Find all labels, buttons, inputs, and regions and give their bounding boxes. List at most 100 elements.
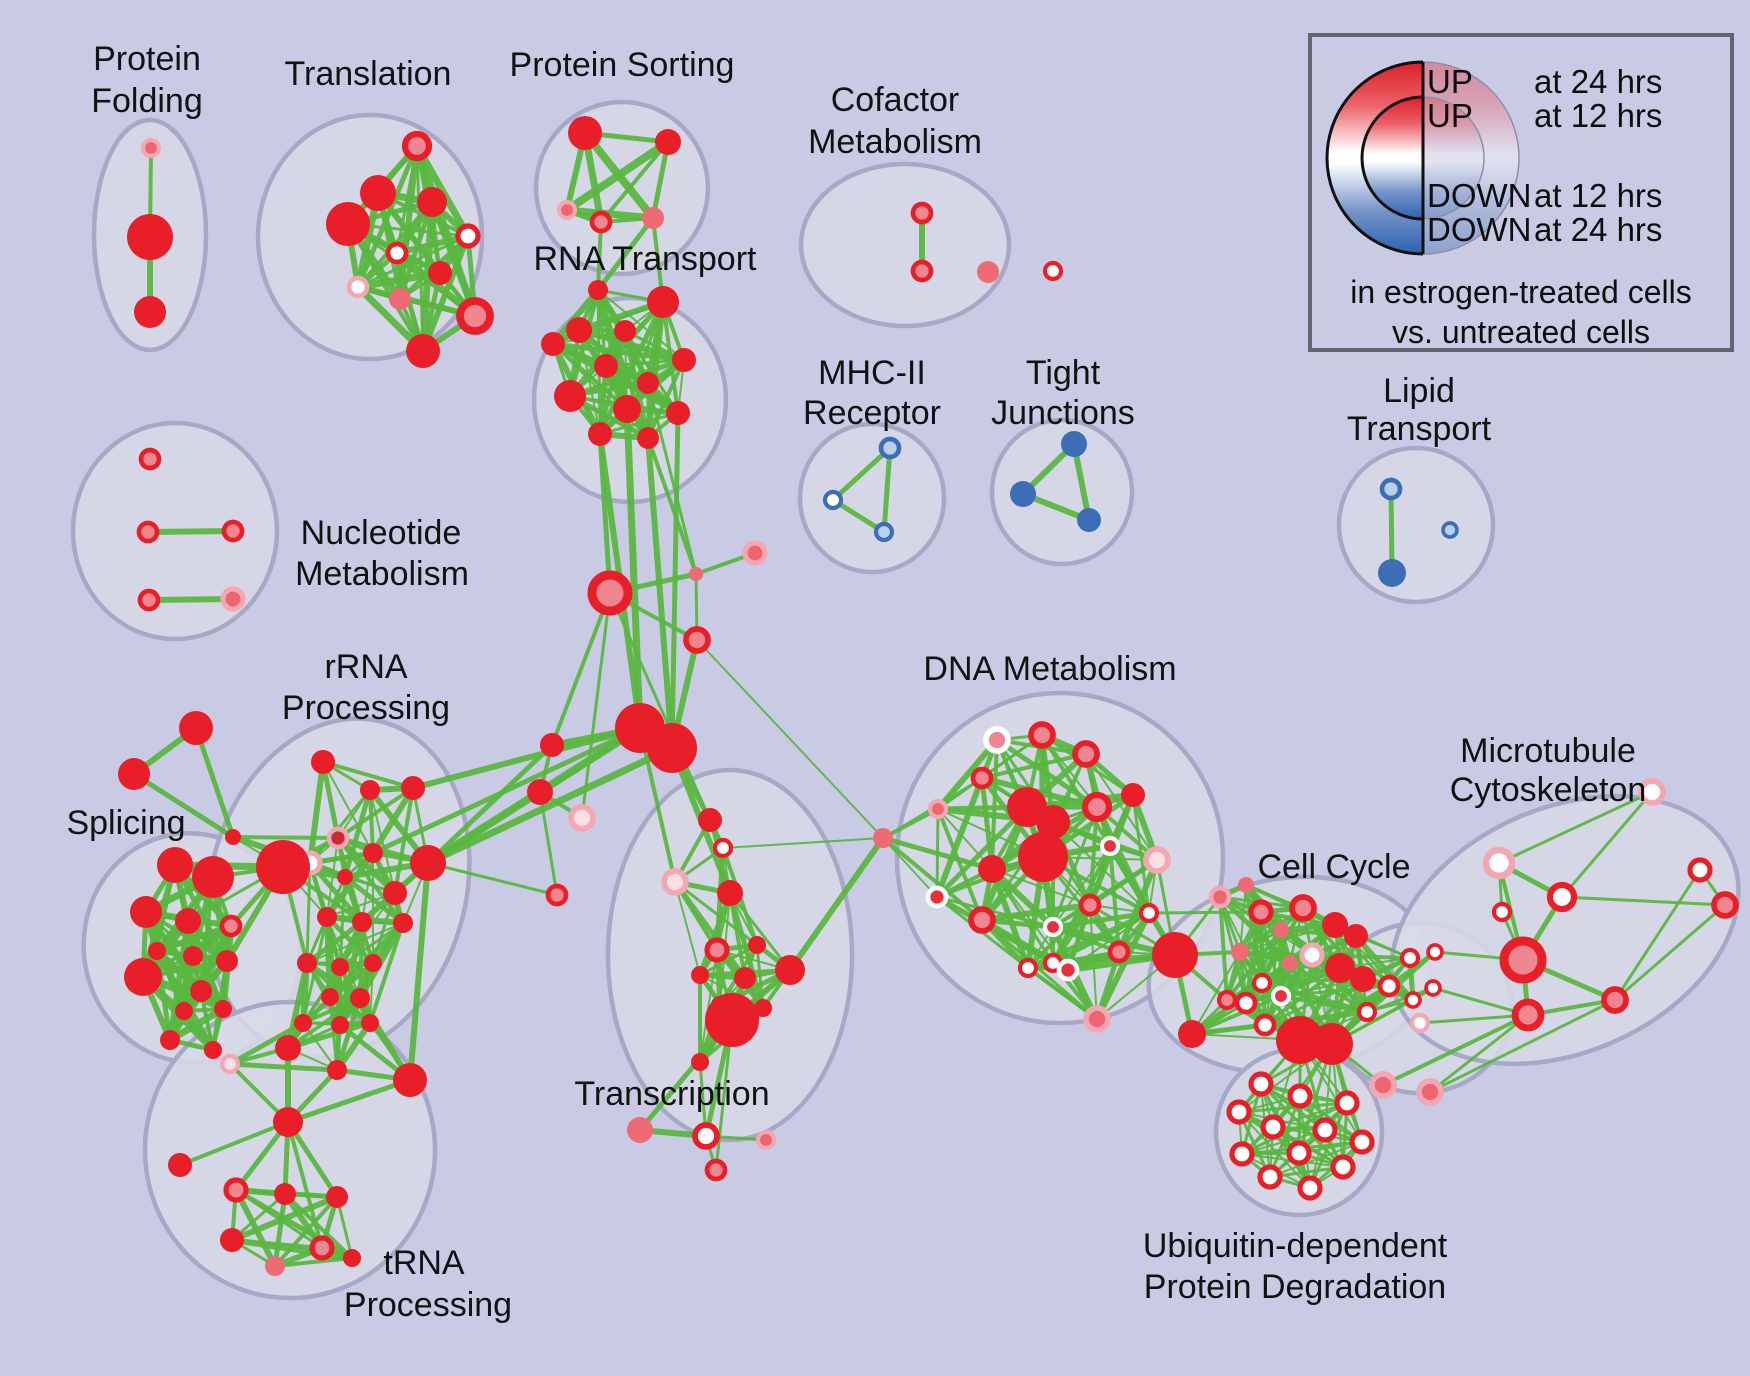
node-rn5 — [672, 348, 696, 372]
edge-cc5-cc7 — [1239, 924, 1336, 953]
edge-dm18-dm14 — [980, 918, 1099, 1021]
node-rn8 — [554, 380, 586, 412]
edge-dm12-dm15 — [989, 866, 1056, 930]
edge-dm12-dmc — [880, 835, 995, 872]
edge-bb7-rr7 — [426, 790, 542, 865]
node-ps4 — [642, 207, 664, 229]
node-tj2 — [1077, 508, 1101, 532]
node-rr12 — [256, 840, 310, 894]
node-tx8 — [775, 955, 805, 985]
edge-br4-mt6 — [1418, 1013, 1530, 1025]
edge-mh0-mh1 — [830, 445, 893, 503]
cluster-label-protein-sorting-0: Protein Sorting — [510, 46, 735, 84]
node-mh1 — [822, 489, 844, 511]
edge-bb2-tx0 — [608, 591, 712, 822]
edge-ps3-rn0 — [596, 220, 603, 292]
edge-ti3-tn0 — [285, 1077, 413, 1125]
edge-tn7-tn8 — [273, 1256, 354, 1268]
legend-down-12-time: at 12 hrs — [1534, 177, 1663, 214]
node-rn6 — [594, 354, 618, 378]
node-cc18 — [1377, 974, 1401, 998]
edge-mt8-mt1 — [1560, 790, 1654, 899]
node-rr3 — [326, 826, 350, 850]
edge-mt7-mt10 — [1613, 903, 1727, 1002]
legend-down-24-label: DOWN — [1427, 211, 1532, 248]
cluster-label-cofactor-metabolism-0: Cofactor — [831, 81, 960, 119]
node-rn11 — [588, 422, 612, 446]
cluster-label-rna-transport-0: RNA Transport — [534, 240, 758, 278]
node-nm3 — [137, 588, 161, 612]
edge-dm13-dm15 — [935, 895, 1055, 929]
cluster-label-ubiquitin-degradation-0: Ubiquitin-dependent — [1143, 1227, 1448, 1265]
node-ub4 — [1260, 1114, 1286, 1140]
cluster-label-lipid-transport-1: Transport — [1347, 410, 1492, 448]
cluster-label-microtubule-cytoskeleton-0: Microtubule — [1460, 732, 1636, 770]
node-cc1 — [1238, 877, 1254, 893]
node-rr20 — [361, 1014, 379, 1032]
node-ub7 — [1229, 1141, 1255, 1167]
node-cc20 — [1253, 1013, 1277, 1037]
node-pf2 — [134, 296, 166, 328]
cluster-label-transcription-0: Transcription — [574, 1075, 769, 1113]
edge-tn3-tn7 — [272, 1191, 288, 1269]
node-ti2 — [327, 1060, 347, 1080]
edge-dm18-dm24 — [1094, 910, 1152, 1022]
node-tx5 — [748, 936, 766, 954]
node-rr14 — [331, 958, 349, 976]
node-ps2 — [556, 199, 578, 221]
edge-rr1-rr4 — [308, 788, 372, 865]
edge-rn10-rn11 — [598, 411, 680, 436]
edge-cc16-mt4 — [1330, 950, 1437, 1046]
edge-tx3-tx6 — [697, 890, 733, 978]
node-rr15 — [364, 954, 382, 972]
node-cc13 — [1270, 985, 1292, 1007]
edge-lt0-lt1 — [1388, 486, 1395, 576]
node-cf2 — [977, 261, 999, 283]
edge-mt7-mt9 — [1613, 868, 1702, 1002]
node-dm0 — [983, 726, 1011, 754]
edge-rn12-bb3 — [646, 436, 698, 576]
node-cc4 — [1273, 922, 1289, 938]
edge-cc4-cc14 — [1225, 928, 1283, 1002]
node-cc12 — [1251, 972, 1273, 994]
legend-caption-line2: vs. untreated cells — [1392, 314, 1650, 350]
node-ub3 — [1226, 1099, 1252, 1125]
node-tx6 — [691, 966, 709, 984]
node-sp13 — [204, 1041, 222, 1059]
edge-rr10-rr13 — [304, 919, 365, 966]
node-dm4 — [927, 798, 949, 820]
node-bb7 — [527, 779, 553, 805]
node-rr1 — [360, 780, 380, 800]
cluster-label-splicing-0: Splicing — [66, 804, 185, 842]
node-x1 — [118, 758, 150, 790]
edge-rr1-rr5 — [368, 788, 375, 855]
edge-dm16-dm20 — [1026, 903, 1092, 970]
edge-nm3-nm4 — [146, 596, 236, 603]
node-tx3 — [717, 880, 743, 906]
node-dm16 — [1078, 893, 1102, 917]
edge-dm0-dm4 — [935, 737, 1000, 812]
edge-dm3-dm12 — [979, 775, 995, 872]
cluster-label-dna-metabolism-0: DNA Metabolism — [923, 650, 1176, 688]
edge-ti0-ti2 — [227, 1061, 340, 1073]
node-rr7 — [410, 845, 446, 881]
node-mt1 — [1546, 881, 1578, 913]
node-bb8 — [568, 804, 596, 832]
node-tx16 — [704, 1158, 728, 1182]
cluster-mhc-ii-receptor — [797, 421, 947, 575]
node-dm3 — [970, 766, 994, 790]
node-br4 — [1409, 1012, 1431, 1034]
edge-tx1-dmc — [722, 837, 884, 849]
node-tr1 — [360, 175, 396, 211]
node-bb9 — [545, 883, 569, 907]
node-mt5 — [1424, 979, 1442, 997]
node-sp0 — [157, 847, 193, 883]
legend-box: UP at 24 hrs UP at 12 hrs DOWN at 12 hrs… — [1308, 33, 1734, 352]
edge-cc1-cc7 — [1239, 884, 1247, 953]
node-mt6 — [1511, 998, 1545, 1032]
node-tx4 — [704, 937, 730, 963]
edge-dm0-dm12 — [990, 738, 999, 871]
node-rr13 — [297, 953, 317, 973]
node-x2 — [225, 829, 241, 845]
node-sp10 — [175, 1002, 193, 1020]
